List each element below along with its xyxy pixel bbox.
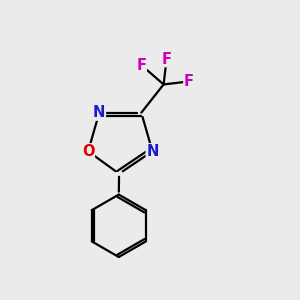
Text: F: F [184,74,194,89]
Text: N: N [146,144,159,159]
Text: F: F [136,58,146,73]
Text: O: O [82,144,94,159]
Text: N: N [93,105,105,120]
Text: F: F [162,52,172,67]
